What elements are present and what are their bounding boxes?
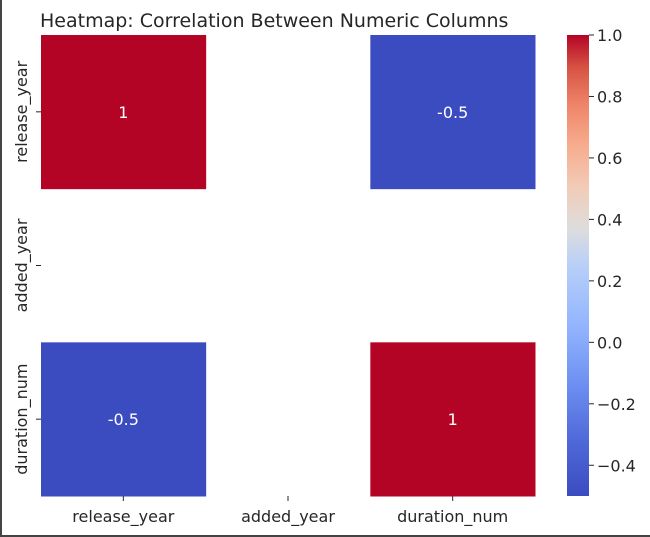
heatmap-cell (41, 35, 207, 190)
cell-annotation: -0.5 (437, 103, 468, 122)
x-tick-label: duration_num (397, 507, 508, 527)
heatmap-cell (41, 342, 207, 497)
cell-annotation: -0.5 (108, 410, 139, 429)
colorbar-tick-label: 1.0 (597, 26, 622, 45)
heatmap-cells: 1 -0.5 -0.5 1 (41, 35, 536, 497)
y-tick-label: release_year (12, 60, 32, 162)
chart-title: Heatmap: Correlation Between Numeric Col… (40, 10, 508, 32)
colorbar-tick-label: 0.4 (597, 210, 622, 229)
colorbar (567, 35, 589, 496)
x-tick-label: added_year (241, 507, 335, 527)
cell-annotation: 1 (448, 410, 458, 429)
x-tick-label: release_year (72, 507, 174, 527)
colorbar-tick-label: 0.6 (597, 149, 622, 168)
x-axis: release_year added_year duration_num (72, 496, 508, 527)
cell-annotation: 1 (118, 103, 128, 122)
colorbar-tick-label: −0.2 (597, 395, 636, 414)
colorbar-tick-label: 0.0 (597, 333, 622, 352)
y-tick-label: added_year (12, 218, 32, 312)
y-tick-label: duration_num (12, 364, 32, 475)
y-axis: release_year added_year duration_num (12, 60, 41, 475)
colorbar-tick-label: 0.2 (597, 272, 622, 291)
colorbar-axis: 1.0 0.8 0.6 0.4 0.2 0.0 −0.2 −0.4 (589, 26, 636, 475)
heatmap-cell (370, 342, 536, 497)
heatmap-cell (370, 35, 536, 190)
colorbar-tick-label: −0.4 (597, 456, 636, 475)
colorbar-tick-label: 0.8 (597, 87, 622, 106)
